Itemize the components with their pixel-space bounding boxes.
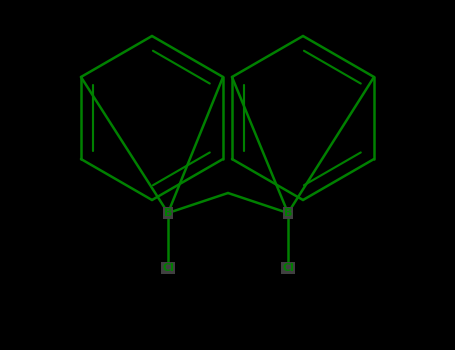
Text: B: B — [164, 208, 172, 218]
Text: Cl: Cl — [162, 263, 174, 273]
Text: Cl: Cl — [282, 263, 294, 273]
Text: B: B — [284, 208, 292, 218]
